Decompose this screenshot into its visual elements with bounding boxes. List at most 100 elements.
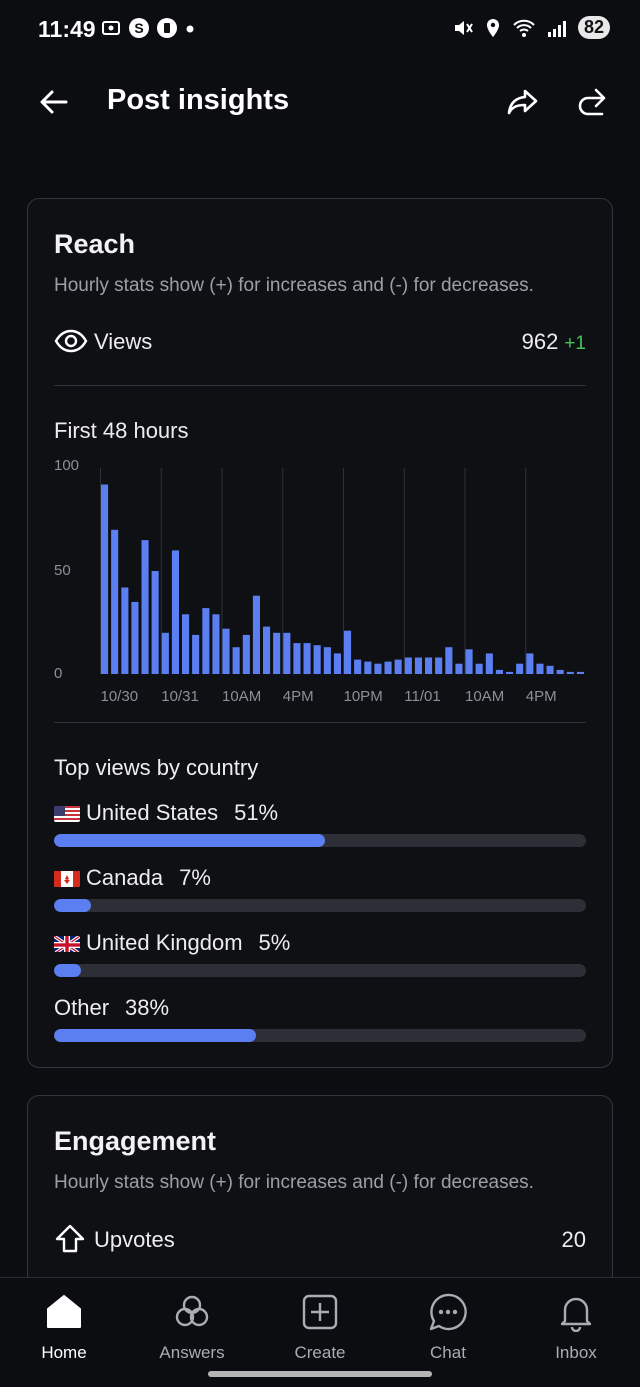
share-icon[interactable] xyxy=(505,84,541,120)
chart-bar[interactable] xyxy=(283,632,291,674)
country-pct: 7% xyxy=(179,865,211,890)
chart-bar[interactable] xyxy=(232,647,240,674)
y-tick-label: 0 xyxy=(54,665,62,682)
chart-bar[interactable] xyxy=(111,529,119,674)
nav-create[interactable]: Create xyxy=(270,1292,370,1363)
x-tick-label: 4PM xyxy=(283,688,314,705)
chat-icon xyxy=(429,1293,467,1331)
chart-bar[interactable] xyxy=(364,661,372,674)
chart-bar[interactable] xyxy=(273,632,281,674)
chart-bar[interactable] xyxy=(485,653,493,674)
eye-icon xyxy=(54,329,88,353)
chart-bar[interactable] xyxy=(161,632,169,674)
chart-bar[interactable] xyxy=(435,657,443,675)
chart-bar[interactable] xyxy=(303,643,311,674)
views-delta: +1 xyxy=(564,333,586,354)
svg-text:S: S xyxy=(134,20,143,36)
upvotes-value: 20 xyxy=(561,1227,586,1252)
chart-bar[interactable] xyxy=(101,484,109,675)
chart-bar[interactable] xyxy=(516,663,524,674)
chart-bar[interactable] xyxy=(141,540,149,674)
home-indicator xyxy=(208,1371,432,1377)
chart-bar[interactable] xyxy=(404,657,412,675)
chart-bar[interactable] xyxy=(212,614,220,674)
chart-bar[interactable] xyxy=(323,647,331,674)
chart-bar[interactable] xyxy=(566,671,574,674)
status-left-icons: S xyxy=(100,17,196,39)
country-name: Other xyxy=(54,995,110,1020)
chart-bar[interactable] xyxy=(151,571,159,674)
nav-label: Answers xyxy=(159,1343,225,1362)
chart-bar[interactable] xyxy=(465,649,473,674)
chart-bar[interactable] xyxy=(344,630,352,674)
chart-title: First 48 hours xyxy=(54,418,189,443)
notification-dot-icon xyxy=(186,25,194,33)
nav-label: Chat xyxy=(430,1343,466,1362)
country-bar-fill xyxy=(54,1029,257,1042)
chart-bar[interactable] xyxy=(495,669,503,674)
repost-icon[interactable] xyxy=(574,84,610,120)
uk-flag-icon xyxy=(54,934,80,952)
nav-label: Create xyxy=(294,1343,346,1362)
chart-bar[interactable] xyxy=(333,653,341,674)
wifi-icon xyxy=(513,19,535,37)
chart-bar[interactable] xyxy=(293,643,301,674)
chart-bar[interactable] xyxy=(242,634,250,674)
chart-bar[interactable] xyxy=(192,634,200,674)
country-row-us: United States 51% xyxy=(54,800,586,860)
chart-bar[interactable] xyxy=(475,663,483,674)
chart-bar[interactable] xyxy=(394,659,402,674)
country-name: United Kingdom xyxy=(86,930,243,955)
reach-title: Reach xyxy=(54,229,136,259)
country-bar-fill xyxy=(54,964,81,977)
views-bar-chart: 100 50 0 10/30 10/31 10AM 4PM 10PM 11/01 10AM 4PM xyxy=(54,457,584,705)
chart-bar[interactable] xyxy=(425,657,433,675)
reach-subtitle: Hourly stats show (+) for increases and … xyxy=(54,275,534,296)
chart-bar[interactable] xyxy=(414,657,422,675)
x-tick-label: 4PM xyxy=(526,688,557,705)
country-pct: 5% xyxy=(258,930,291,955)
country-pct: 51% xyxy=(234,800,279,825)
header: Post insights xyxy=(0,70,640,134)
chart-bar[interactable] xyxy=(526,653,534,674)
chart-bar[interactable] xyxy=(374,663,382,674)
chart-bar[interactable] xyxy=(445,647,453,674)
nav-chat[interactable]: Chat xyxy=(398,1292,498,1363)
chart-bar[interactable] xyxy=(506,671,514,674)
chart-bar[interactable] xyxy=(556,669,564,674)
back-arrow-icon[interactable] xyxy=(36,84,72,120)
chart-bar[interactable] xyxy=(182,614,190,674)
chart-bar[interactable] xyxy=(121,587,129,675)
chart-bar[interactable] xyxy=(546,665,554,674)
nav-answers[interactable]: Answers xyxy=(142,1292,242,1363)
divider xyxy=(54,385,586,386)
create-icon xyxy=(302,1294,338,1330)
x-tick-label: 10/30 xyxy=(101,688,139,705)
chart-bar[interactable] xyxy=(131,601,139,674)
chart-bar[interactable] xyxy=(354,659,362,674)
country-bar-track xyxy=(54,1029,586,1042)
engagement-subtitle: Hourly stats show (+) for increases and … xyxy=(54,1172,534,1193)
country-bar-fill xyxy=(54,834,326,847)
chart-bar[interactable] xyxy=(384,661,392,674)
chart-bar[interactable] xyxy=(252,595,260,674)
location-icon xyxy=(486,18,499,37)
chart-bar[interactable] xyxy=(313,645,321,674)
x-tick-label: 10/31 xyxy=(161,688,199,705)
country-row-other: Other 38% xyxy=(54,995,586,1055)
chart-bar[interactable] xyxy=(455,663,463,674)
nav-inbox[interactable]: Inbox xyxy=(526,1292,626,1363)
x-tick-label: 10PM xyxy=(344,688,383,705)
chart-bar[interactable] xyxy=(222,628,230,674)
views-value-group: 962 +1 xyxy=(522,329,586,355)
chart-bar[interactable] xyxy=(536,663,544,674)
engagement-title: Engagement xyxy=(54,1126,217,1156)
country-bar-fill xyxy=(54,899,92,912)
bell-icon xyxy=(560,1297,592,1333)
chart-bar[interactable] xyxy=(576,671,584,674)
chart-bar[interactable] xyxy=(263,626,271,674)
nav-home[interactable]: Home xyxy=(14,1292,114,1363)
chart-bar[interactable] xyxy=(202,608,210,674)
reach-card: Reach Hourly stats show (+) for increase… xyxy=(27,198,613,1068)
chart-bar[interactable] xyxy=(171,550,179,674)
